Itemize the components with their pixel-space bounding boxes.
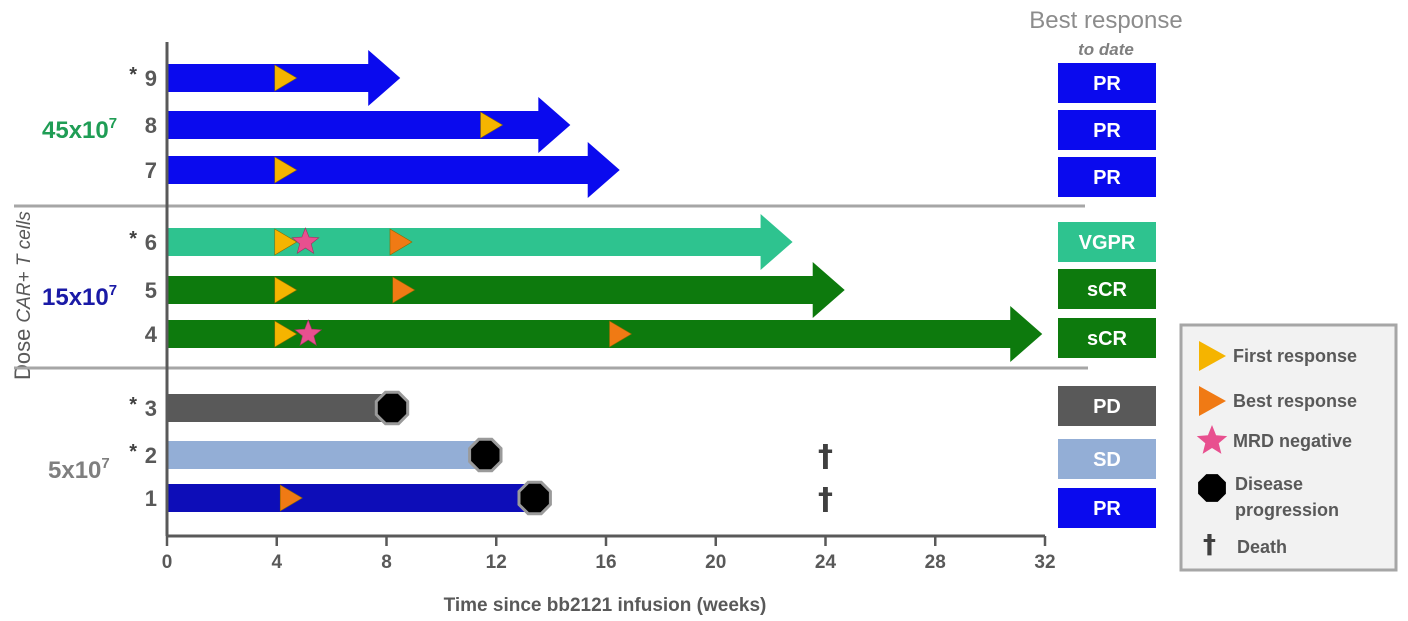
dose-group-base: 15x10 — [42, 284, 109, 311]
x-axis-title: Time since bb2121 infusion (weeks) — [444, 595, 767, 616]
patient-id-label: 4 — [145, 322, 158, 347]
best-response-badge — [1058, 386, 1156, 426]
legend-first-response-label: First response — [1233, 346, 1357, 366]
disease-progression-marker — [517, 480, 552, 516]
patient-bar-arrow — [167, 214, 793, 270]
best-response-badge-label: PD — [1093, 396, 1121, 418]
patient-bar — [167, 394, 392, 422]
best-response-marker — [609, 320, 633, 348]
best-response-badge — [1058, 318, 1156, 358]
patient-bar — [167, 441, 486, 469]
best-response-badge-label: PR — [1093, 73, 1121, 95]
best-response-marker — [389, 228, 413, 256]
first-response-marker — [274, 156, 298, 184]
mrd-negative-marker — [294, 319, 323, 346]
legend-disease-line2: progression — [1235, 500, 1339, 520]
first-response-marker — [274, 276, 298, 304]
death-marker: † — [818, 482, 833, 517]
legend-mrd-negative-icon — [1196, 425, 1228, 454]
patient-bar-arrow — [167, 306, 1043, 362]
best-response-badge-label: VGPR — [1079, 232, 1136, 254]
first-response-marker — [274, 320, 298, 348]
best-response-badge — [1058, 269, 1156, 309]
patient-star-label: * — [129, 228, 137, 250]
x-tick-label: 16 — [595, 552, 616, 573]
markers-layer: †† — [274, 64, 833, 517]
patient-id-label: 7 — [145, 158, 157, 183]
legend-disease-progression-icon — [1198, 474, 1226, 502]
patient-id-label: 3 — [145, 396, 157, 421]
dose-group-base: 45x10 — [42, 117, 109, 144]
disease-progression-marker — [374, 390, 410, 426]
first-response-marker — [480, 111, 504, 139]
patient-bar-arrow — [167, 142, 620, 198]
best-response-badge — [1058, 439, 1156, 479]
legend-disease-progression-label: Disease progression — [1235, 474, 1339, 520]
x-tick-label: 24 — [815, 552, 837, 573]
legend-best-response-icon — [1199, 386, 1226, 416]
legend-first-response-icon — [1199, 341, 1226, 371]
bars-layer — [167, 50, 1043, 512]
x-tick-label: 0 — [162, 552, 173, 573]
legend-death-label: Death — [1237, 537, 1287, 557]
patient-id-label: 9 — [145, 66, 157, 91]
dose-group-exp: 7 — [109, 115, 117, 132]
best-response-badge — [1058, 63, 1156, 103]
x-tick-label: 12 — [486, 552, 507, 573]
best-response-marker — [392, 276, 416, 304]
best-response-badges: PR PR PR VGPR sCR sCR PD SD PR — [1058, 63, 1156, 528]
x-tick-label: 4 — [271, 552, 282, 573]
best-response-subtitle: to date — [1078, 40, 1134, 59]
best-response-badge-label: sCR — [1087, 328, 1128, 350]
x-tick-label: 8 — [381, 552, 392, 573]
y-axis-title: Dose CAR+ T cells — [10, 211, 35, 380]
x-axis-ticks: 0 4 8 12 16 20 24 28 32 — [162, 536, 1056, 573]
y-axis-title-dose: Dose — [10, 329, 35, 380]
x-tick-label: 20 — [705, 552, 726, 573]
best-response-badge-label: sCR — [1087, 279, 1128, 301]
patient-bar-arrow — [167, 97, 571, 153]
dose-group-base: 5x10 — [48, 457, 101, 484]
best-response-badge — [1058, 488, 1156, 528]
best-response-badge — [1058, 110, 1156, 150]
dose-group-exp: 7 — [101, 455, 109, 472]
patient-id-label: 8 — [145, 113, 157, 138]
legend-best-response-label: Best response — [1233, 391, 1357, 411]
y-axis-title-cells: CAR+ T cells — [14, 211, 35, 323]
legend-disease-line1: Disease — [1235, 474, 1303, 494]
best-response-title: Best response — [1029, 7, 1182, 34]
first-response-marker — [274, 64, 298, 92]
patient-star-label: * — [129, 441, 137, 463]
patient-labels: 9 * 8 7 6 * 5 4 3 * 2 * 1 — [129, 64, 158, 511]
death-marker: † — [818, 439, 833, 474]
best-response-badge — [1058, 157, 1156, 197]
legend: First response Best response MRD negativ… — [1179, 323, 1398, 572]
dose-group-label-45: 45x107 — [42, 115, 117, 144]
legend-mrd-negative-label: MRD negative — [1233, 431, 1352, 451]
mrd-negative-marker — [291, 227, 320, 254]
first-response-marker — [274, 228, 298, 256]
patient-bar — [167, 484, 535, 512]
patient-id-label: 1 — [145, 486, 157, 511]
patient-star-label: * — [129, 64, 137, 86]
best-response-badge-label: PR — [1093, 498, 1121, 520]
best-response-badge-label: PR — [1093, 167, 1121, 189]
patient-id-label: 6 — [145, 230, 157, 255]
best-response-badge — [1058, 222, 1156, 262]
best-response-badge-label: SD — [1093, 449, 1121, 471]
x-tick-label: 32 — [1034, 552, 1055, 573]
best-response-marker — [279, 484, 303, 512]
legend-dagger-icon: † — [1203, 530, 1216, 560]
dose-group-exp: 7 — [109, 282, 117, 299]
patient-id-label: 5 — [145, 278, 157, 303]
x-tick-label: 28 — [925, 552, 946, 573]
patient-bar-arrow — [167, 262, 845, 318]
patient-id-label: 2 — [145, 443, 157, 468]
best-response-badge-label: PR — [1093, 120, 1121, 142]
dose-group-label-5: 5x107 — [48, 455, 110, 484]
patient-star-label: * — [129, 394, 137, 416]
dose-group-label-15: 15x107 — [42, 282, 117, 311]
disease-progression-marker — [468, 437, 503, 473]
